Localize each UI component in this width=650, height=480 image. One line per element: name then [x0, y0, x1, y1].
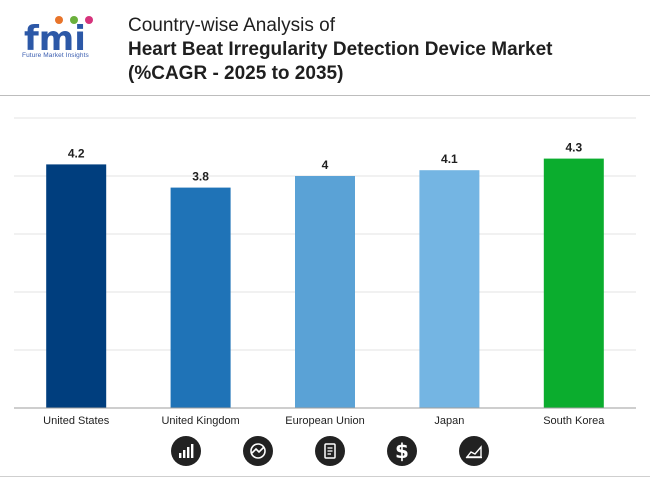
category-label: European Union	[285, 415, 365, 427]
value-label: 3.8	[192, 170, 209, 184]
value-labels: 4.2 3.8 4 4.1 4.3	[68, 141, 583, 184]
category-labels: United States United Kingdom European Unio…	[43, 415, 605, 427]
logo-tagline: Future Market Insights	[22, 52, 89, 59]
footer-divider	[0, 476, 650, 477]
logo-dot-green	[70, 16, 78, 24]
bar-chart: 4.2 3.8 4 4.1 4.3 United States United Kingdo…	[14, 117, 636, 427]
bar-growth-icon	[171, 436, 201, 466]
category-label: United Kingdom	[161, 415, 239, 427]
logo-dot-orange	[55, 16, 63, 24]
value-label: 4	[322, 158, 329, 172]
title-line-1: Country-wise Analysis of	[128, 15, 335, 36]
category-label: South Korea	[543, 415, 605, 427]
logo-dot-pink	[85, 16, 93, 24]
title-line-3: (%CAGR - 2025 to 2035)	[128, 63, 344, 84]
value-label: 4.1	[441, 152, 458, 166]
title-line-2: Heart Beat Irregularity Detection Device…	[128, 39, 553, 60]
chart-title: Country-wise Analysis of Heart Beat Irre…	[128, 14, 553, 86]
chart-cycle-icon	[243, 436, 273, 466]
header: fmi Future Market Insights Country-wise …	[0, 0, 650, 96]
logo-text: fmi	[24, 19, 86, 59]
value-label: 4.3	[565, 141, 582, 155]
bars	[46, 158, 604, 408]
bar-united-kingdom	[170, 187, 231, 408]
category-label: Japan	[434, 415, 464, 427]
document-icon	[315, 436, 345, 466]
header-divider	[0, 95, 650, 96]
bar-united-states	[46, 164, 107, 408]
category-label: United States	[43, 415, 110, 427]
dollar-icon: $	[387, 436, 417, 466]
footer-icon-row: $	[0, 436, 650, 470]
bar-japan	[419, 170, 480, 408]
bar-south-korea	[543, 158, 604, 408]
bar-european-union	[295, 176, 355, 408]
fmi-logo: fmi	[24, 16, 93, 59]
area-chart-icon	[459, 436, 489, 466]
value-label: 4.2	[68, 146, 85, 160]
